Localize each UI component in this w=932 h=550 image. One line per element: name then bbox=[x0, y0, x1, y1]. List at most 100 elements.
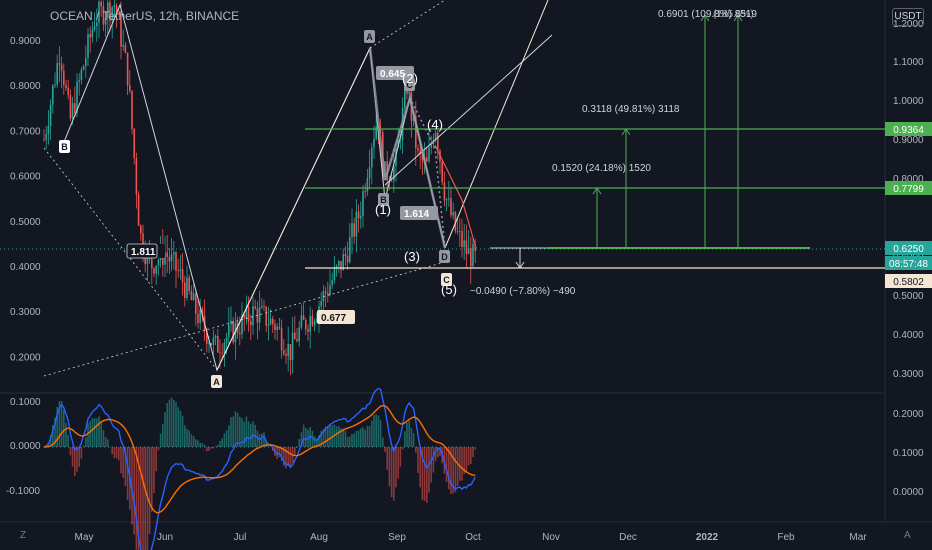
candle-body bbox=[129, 85, 131, 91]
macd-histogram-bar bbox=[364, 429, 366, 447]
candle-body bbox=[426, 157, 428, 162]
macd-histogram-bar bbox=[417, 447, 419, 473]
macd-histogram-bar bbox=[203, 445, 206, 447]
candle-body bbox=[71, 103, 74, 119]
candle-body bbox=[417, 148, 419, 151]
right-axis-label: 0.8000 bbox=[893, 174, 924, 185]
indicator-right-axis-label: 0.2000 bbox=[893, 409, 924, 420]
macd-histogram-bar bbox=[210, 447, 212, 449]
wave-label: (5) bbox=[441, 282, 457, 297]
candle-body bbox=[375, 126, 377, 139]
candle-body bbox=[397, 140, 399, 148]
candle-body bbox=[320, 301, 322, 307]
candle-body bbox=[201, 309, 204, 316]
candle-body bbox=[448, 198, 450, 200]
price-tag-label: 0.5802 bbox=[893, 277, 924, 288]
macd-histogram-bar bbox=[445, 447, 448, 483]
macd-histogram-bar bbox=[261, 433, 263, 447]
projection-arrowhead bbox=[733, 14, 743, 22]
candle-body bbox=[74, 103, 76, 113]
candle-body bbox=[461, 231, 463, 247]
macd-histogram-bar bbox=[214, 446, 217, 447]
ratio-0-645-box bbox=[376, 66, 414, 80]
macd-histogram-bar bbox=[346, 436, 349, 447]
candle-body bbox=[206, 330, 208, 344]
macd-histogram-bar bbox=[265, 440, 267, 447]
macd-histogram-bar bbox=[329, 424, 331, 447]
candle-body bbox=[67, 87, 69, 96]
macd-histogram-bar bbox=[133, 447, 135, 535]
macd-histogram-bar bbox=[181, 415, 184, 447]
macd-histogram-bar bbox=[199, 442, 201, 447]
candle-body bbox=[298, 327, 300, 342]
candle-body bbox=[221, 352, 223, 354]
macd-histogram-bar bbox=[327, 426, 329, 447]
macd-histogram-bar bbox=[454, 447, 457, 493]
macd-histogram-bar bbox=[467, 447, 470, 466]
candle-body bbox=[85, 58, 87, 67]
trend-line bbox=[444, 0, 549, 249]
annotation-target-3: 0.6901 (109.8%) 8519 bbox=[658, 9, 757, 20]
candle-body bbox=[107, 2, 109, 18]
timezone-button[interactable]: Z bbox=[20, 530, 27, 541]
macd-histogram-bar bbox=[135, 447, 138, 550]
candle-body bbox=[168, 256, 171, 262]
candle-body bbox=[272, 318, 274, 325]
macd-histogram-bar bbox=[93, 418, 96, 447]
macd-histogram-bar bbox=[69, 447, 72, 456]
macd-histogram-bar bbox=[190, 434, 193, 447]
drop-arrowhead bbox=[515, 261, 525, 269]
candle-body bbox=[263, 305, 265, 307]
macd-histogram-bar bbox=[78, 447, 80, 467]
candle-body bbox=[456, 231, 459, 232]
macd-histogram-bar bbox=[225, 430, 228, 447]
ratio-0-677: 0.677 bbox=[321, 313, 346, 324]
candle-body bbox=[113, 5, 116, 8]
candle-body bbox=[236, 322, 239, 334]
candle-body bbox=[65, 84, 67, 88]
left-axis-label: 0.8000 bbox=[10, 81, 41, 92]
pattern-point-box bbox=[378, 193, 389, 206]
macd-histogram-bar bbox=[362, 427, 364, 447]
macd-histogram-bar bbox=[162, 424, 164, 447]
macd-histogram-bar bbox=[241, 418, 243, 447]
candle-body bbox=[52, 85, 54, 105]
macd-histogram-bar bbox=[195, 439, 197, 447]
macd-histogram-bar bbox=[120, 447, 122, 474]
macd-histogram-bar bbox=[465, 447, 468, 473]
ratio-1-811: 1.811 bbox=[131, 247, 156, 258]
macd-histogram-bar bbox=[89, 421, 91, 447]
macd-group bbox=[43, 387, 476, 550]
candle-body bbox=[335, 265, 338, 269]
trend-line bbox=[216, 47, 371, 371]
macd-histogram-bar bbox=[91, 418, 94, 447]
candle-body bbox=[245, 306, 248, 319]
candle-body bbox=[472, 243, 474, 267]
auto-scale-button[interactable]: A bbox=[904, 530, 911, 541]
macd-histogram-bar bbox=[344, 430, 347, 447]
candle-body bbox=[208, 343, 210, 345]
candle-body bbox=[465, 240, 468, 255]
candle-body bbox=[241, 315, 243, 335]
time-axis-label: Jul bbox=[234, 532, 247, 543]
candle-body bbox=[243, 315, 245, 319]
macd-histogram-bar bbox=[393, 447, 395, 501]
macd-histogram-bar bbox=[43, 447, 45, 448]
candle-body bbox=[274, 324, 276, 330]
candle-body bbox=[177, 270, 179, 272]
red-trend-line bbox=[434, 144, 477, 249]
candle-body bbox=[463, 240, 465, 247]
macd-histogram-bar bbox=[395, 447, 397, 488]
macd-histogram-bar bbox=[423, 447, 426, 501]
macd-histogram-bar bbox=[159, 433, 162, 447]
candle-body bbox=[164, 252, 166, 265]
candle-body bbox=[261, 305, 263, 308]
currency-button[interactable]: USDT bbox=[892, 8, 924, 26]
macd-histogram-bar bbox=[102, 430, 105, 447]
macd-histogram-bar bbox=[151, 447, 153, 512]
macd-histogram-bar bbox=[390, 447, 393, 498]
macd-histogram-bar bbox=[148, 447, 151, 535]
ratio-1-614: 1.614 bbox=[404, 209, 429, 220]
candle-body bbox=[351, 223, 353, 238]
